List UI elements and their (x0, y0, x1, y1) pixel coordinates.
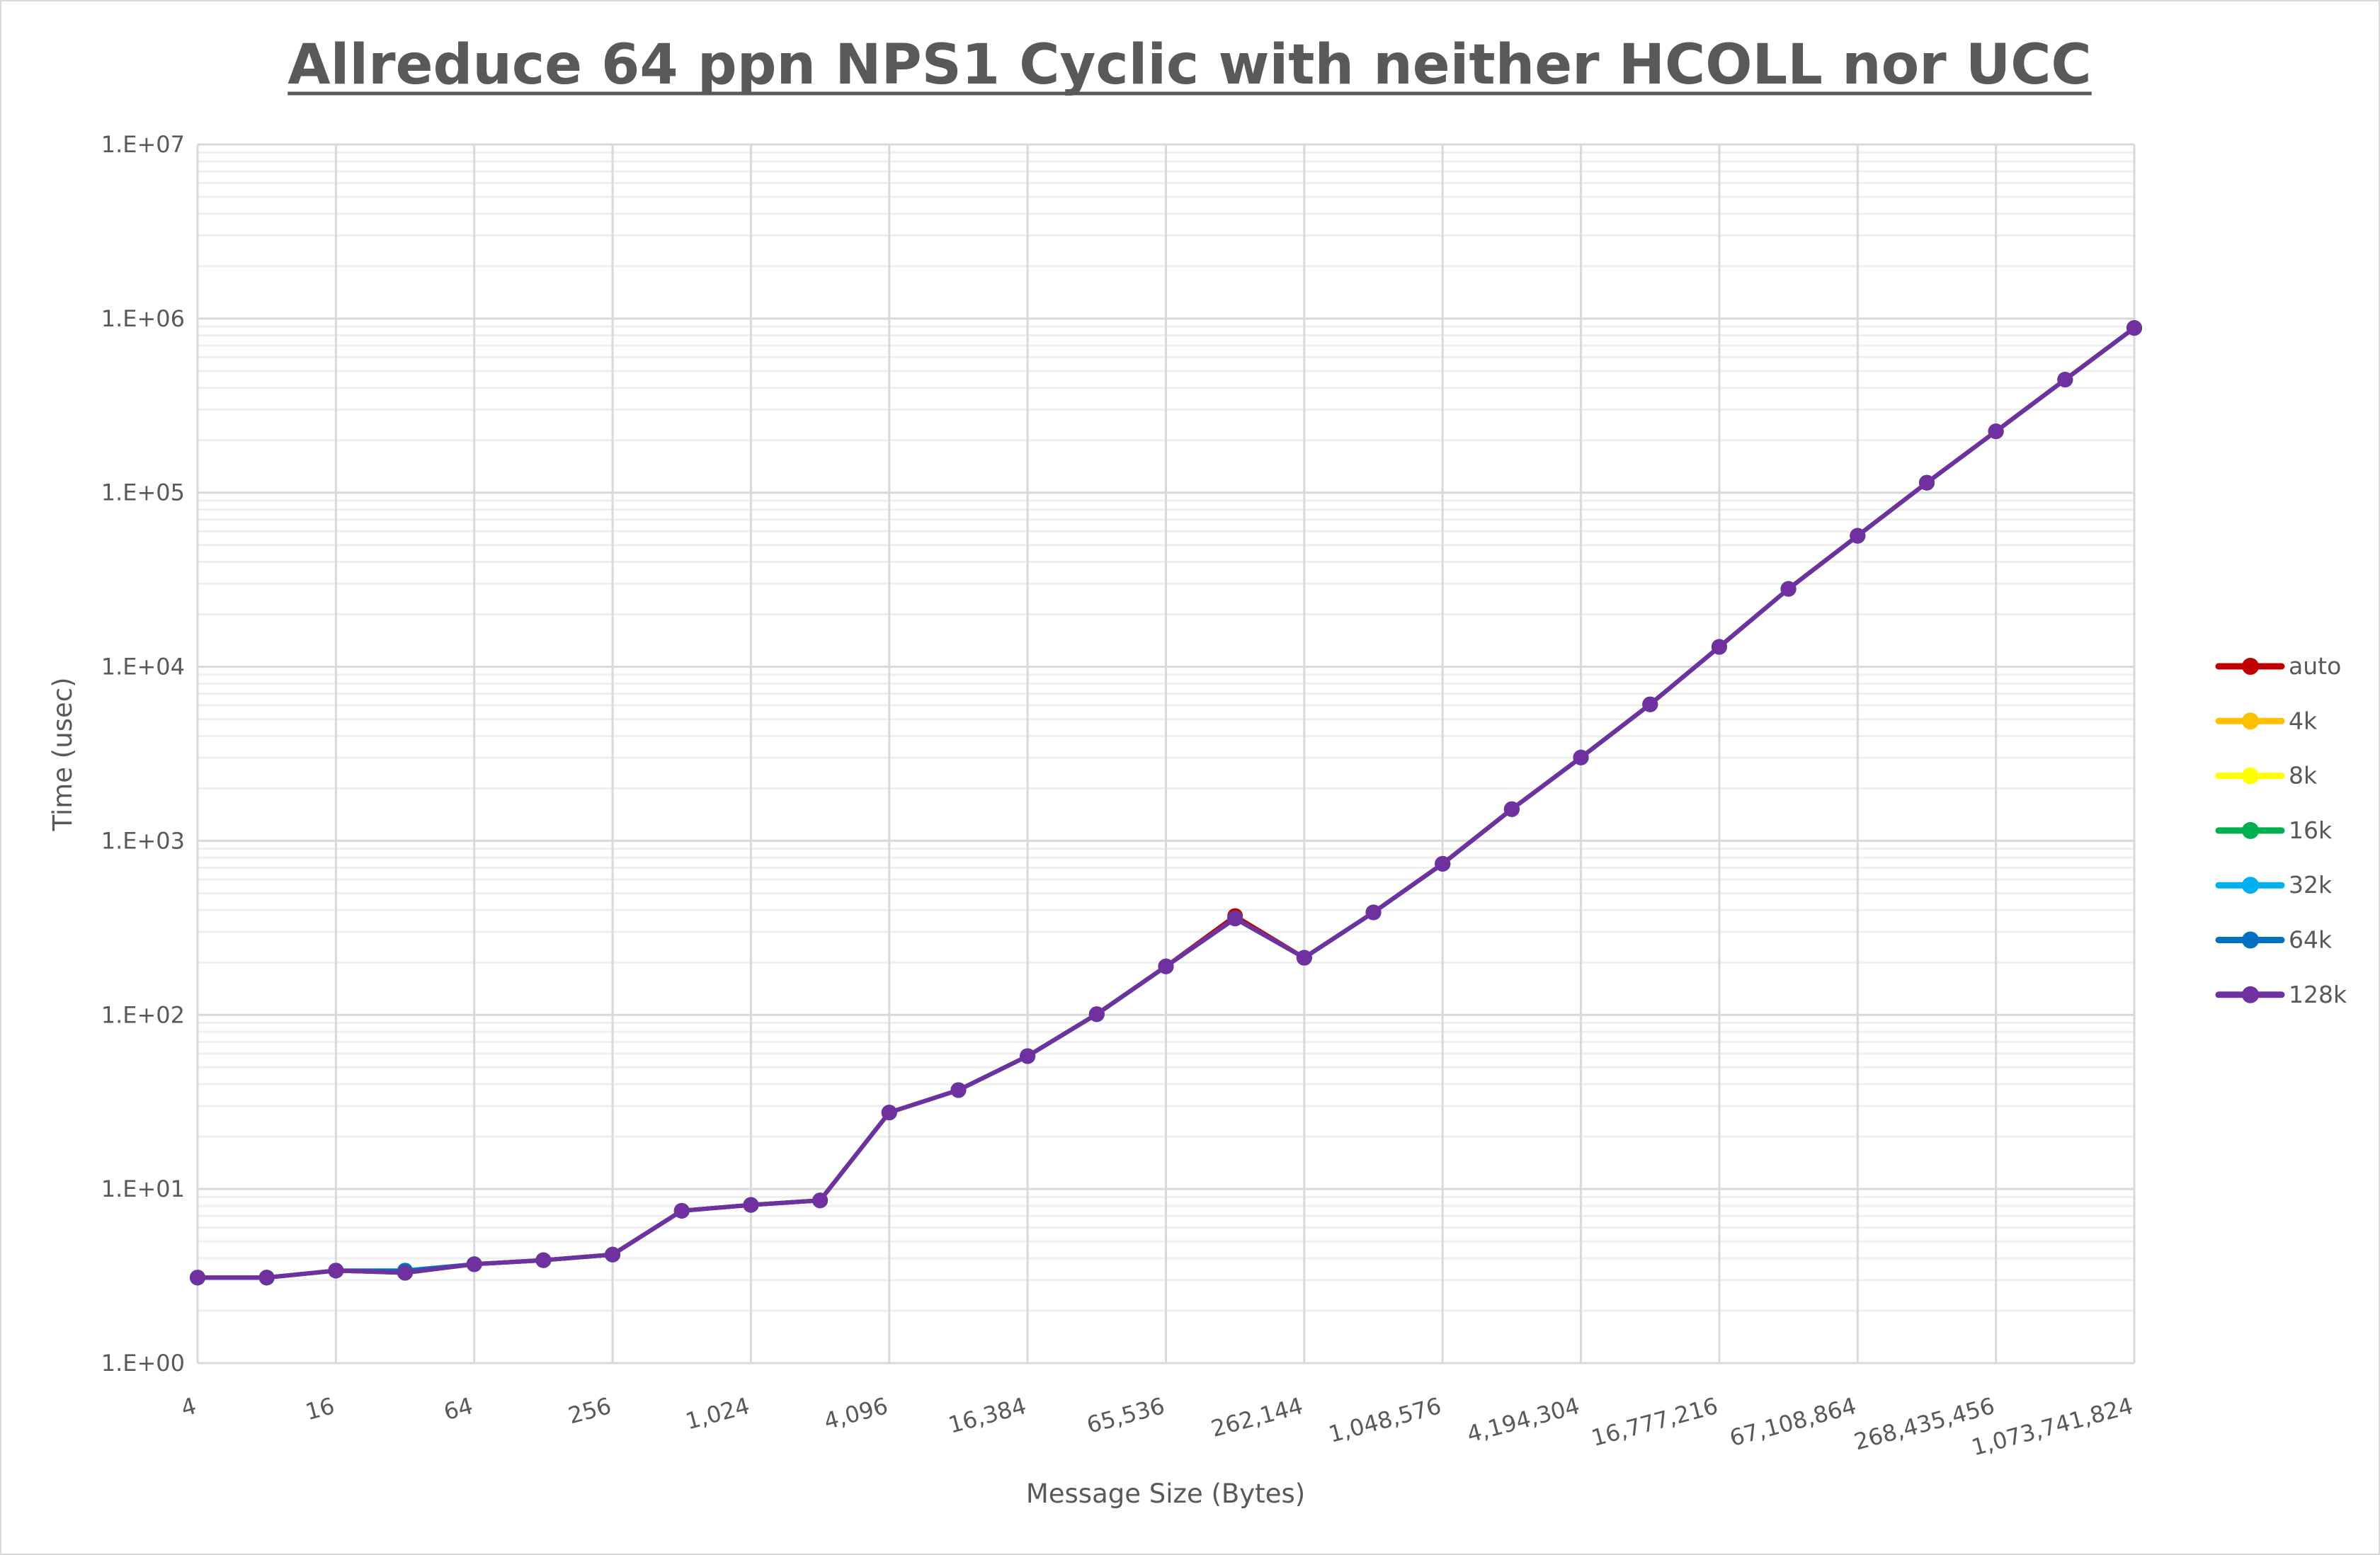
data-point-128k (328, 1263, 344, 1279)
x-tick-label: 65,536 (1084, 1392, 1168, 1439)
y-tick-label: 1.E+06 (101, 305, 185, 332)
legend-item-128k: 128k (2215, 981, 2347, 1008)
series-128k (190, 320, 2142, 1286)
data-point-128k (1850, 528, 1866, 544)
x-tick-label: 4 (178, 1392, 200, 1422)
data-point-128k (1227, 911, 1243, 927)
legend-marker-icon (2242, 821, 2259, 839)
y-tick-label: 1.E+02 (101, 1001, 185, 1028)
x-tick-label: 16 (302, 1392, 337, 1425)
x-tick-label: 1,024 (683, 1392, 752, 1435)
x-tick-label: 64 (441, 1392, 476, 1425)
data-point-128k (1780, 581, 1797, 597)
data-point-128k (2126, 320, 2142, 336)
legend-marker-icon (2242, 877, 2259, 894)
legend-item-8k: 8k (2215, 762, 2318, 790)
data-point-128k (1158, 958, 1174, 974)
legend-label: 32k (2289, 871, 2333, 899)
y-tick-label: 1.E+07 (101, 131, 185, 158)
x-axis-label: Message Size (Bytes) (1026, 1479, 1305, 1509)
legend-label: 8k (2289, 762, 2318, 790)
data-point-128k (466, 1256, 482, 1272)
legend-label: 64k (2289, 926, 2333, 954)
data-point-128k (1020, 1048, 1036, 1064)
data-point-128k (1711, 639, 1727, 655)
x-tick-label: 262,144 (1208, 1392, 1306, 1442)
data-point-128k (1573, 749, 1589, 765)
y-axis-ticks: 1.E+00 1.E+01 1.E+02 1.E+03 1.E+04 1.E+05 1.E+… (101, 131, 185, 1377)
data-point-128k (397, 1265, 414, 1281)
y-tick-label: 1.E+00 (101, 1350, 185, 1377)
data-point-128k (190, 1270, 205, 1286)
x-tick-label: 4,194,304 (1464, 1392, 1582, 1448)
data-point-128k (605, 1246, 621, 1263)
legend-item-64k: 64k (2215, 926, 2333, 954)
data-point-128k (673, 1202, 690, 1219)
x-axis-ticks: 4 16 64 256 1,024 4,096 16,384 65,536 262,144 1,0… (178, 1392, 2136, 1461)
data-point-128k (1988, 423, 2004, 440)
data-point-128k (950, 1082, 967, 1098)
legend: auto 4k 8k 16k 32k 64k 128k (2215, 652, 2347, 1008)
data-point-128k (743, 1197, 759, 1213)
data-point-128k (1435, 855, 1451, 872)
y-tick-label: 1.E+05 (101, 479, 185, 506)
data-point-128k (1918, 474, 1935, 491)
legend-marker-icon (2242, 986, 2259, 1003)
x-tick-label: 4,096 (821, 1392, 891, 1435)
legend-label: 128k (2289, 981, 2347, 1008)
grid (196, 143, 2136, 1365)
data-point-128k (881, 1105, 897, 1121)
legend-item-auto: auto (2215, 652, 2341, 680)
x-tick-label: 1,048,576 (1326, 1392, 1444, 1448)
x-tick-label: 256 (565, 1392, 614, 1430)
data-point-128k (1503, 801, 1520, 817)
y-tick-label: 1.E+01 (101, 1175, 185, 1202)
legend-marker-icon (2242, 712, 2259, 730)
legend-label: 4k (2289, 707, 2318, 734)
series-group (190, 320, 2142, 1286)
legend-marker-icon (2242, 658, 2259, 675)
legend-item-4k: 4k (2215, 707, 2318, 734)
data-point-128k (535, 1252, 552, 1268)
data-point-128k (812, 1192, 829, 1209)
data-point-128k (1088, 1006, 1105, 1023)
legend-label: 16k (2289, 816, 2333, 844)
y-axis-label: Time (usec) (47, 677, 78, 831)
data-point-128k (1365, 904, 1382, 921)
data-point-128k (2057, 372, 2073, 388)
y-tick-label: 1.E+04 (101, 654, 185, 680)
legend-marker-icon (2242, 931, 2259, 949)
legend-marker-icon (2242, 767, 2259, 785)
x-tick-label: 16,777,216 (1588, 1392, 1721, 1452)
data-point-128k (258, 1270, 275, 1286)
x-tick-label: 67,108,864 (1727, 1392, 1860, 1452)
legend-item-32k: 32k (2215, 871, 2333, 899)
x-tick-label: 1,073,741,824 (1969, 1392, 2136, 1461)
y-tick-label: 1.E+03 (101, 827, 185, 854)
x-tick-label: 16,384 (945, 1392, 1029, 1439)
data-point-128k (1296, 950, 1312, 966)
legend-label: auto (2289, 652, 2341, 680)
chart-title: Allreduce 64 ppn NPS1 Cyclic with neithe… (287, 33, 2091, 97)
legend-item-16k: 16k (2215, 816, 2333, 844)
data-point-128k (1642, 696, 1658, 712)
